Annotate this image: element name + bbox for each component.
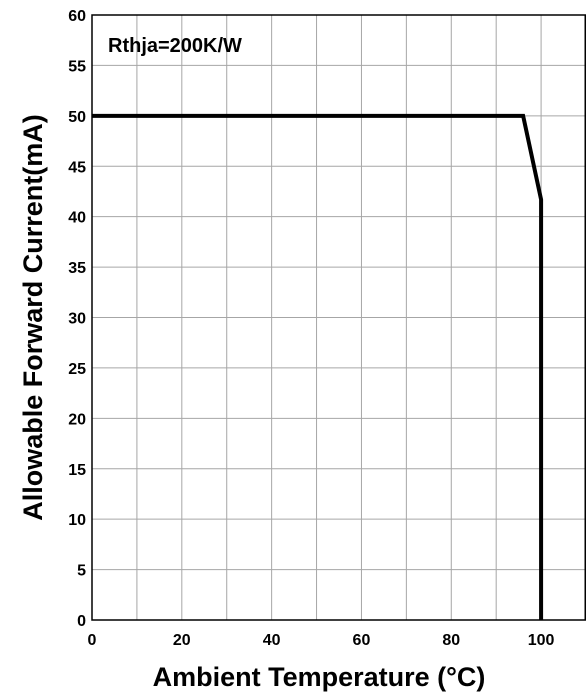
y-tick-label: 40 [68,210,86,227]
x-tick-labels: 0 20 40 60 80 100 [88,632,555,649]
y-tick-label: 50 [68,109,86,126]
x-tick-label: 80 [442,632,460,649]
y-tick-label: 25 [68,361,86,378]
y-tick-label: 15 [68,462,86,479]
y-tick-label: 10 [68,512,86,529]
x-tick-label: 20 [173,632,191,649]
x-tick-label: 100 [528,632,555,649]
x-axis-title: Ambient Temperature (°C) [153,662,486,692]
x-tick-label: 40 [263,632,281,649]
x-tick-label: 60 [353,632,371,649]
series-line [92,113,544,620]
y-tick-labels: 0 5 10 15 20 25 30 35 40 45 50 55 60 [68,8,86,630]
y-tick-label: 55 [68,58,86,75]
y-tick-label: 45 [68,159,86,176]
plot-frame [91,14,586,621]
y-axis-title: Allowable Forward Current(mA) [18,114,48,521]
y-tick-label: 60 [68,8,86,25]
y-tick-label: 20 [68,411,86,428]
y-tick-label: 5 [77,563,86,580]
series-layer [92,113,544,620]
annotation-label: Rthja=200K/W [108,35,242,57]
x-tick-label: 0 [88,632,97,649]
y-tick-label: 30 [68,311,86,328]
y-tick-label: 0 [77,613,86,630]
y-tick-label: 35 [68,260,86,277]
